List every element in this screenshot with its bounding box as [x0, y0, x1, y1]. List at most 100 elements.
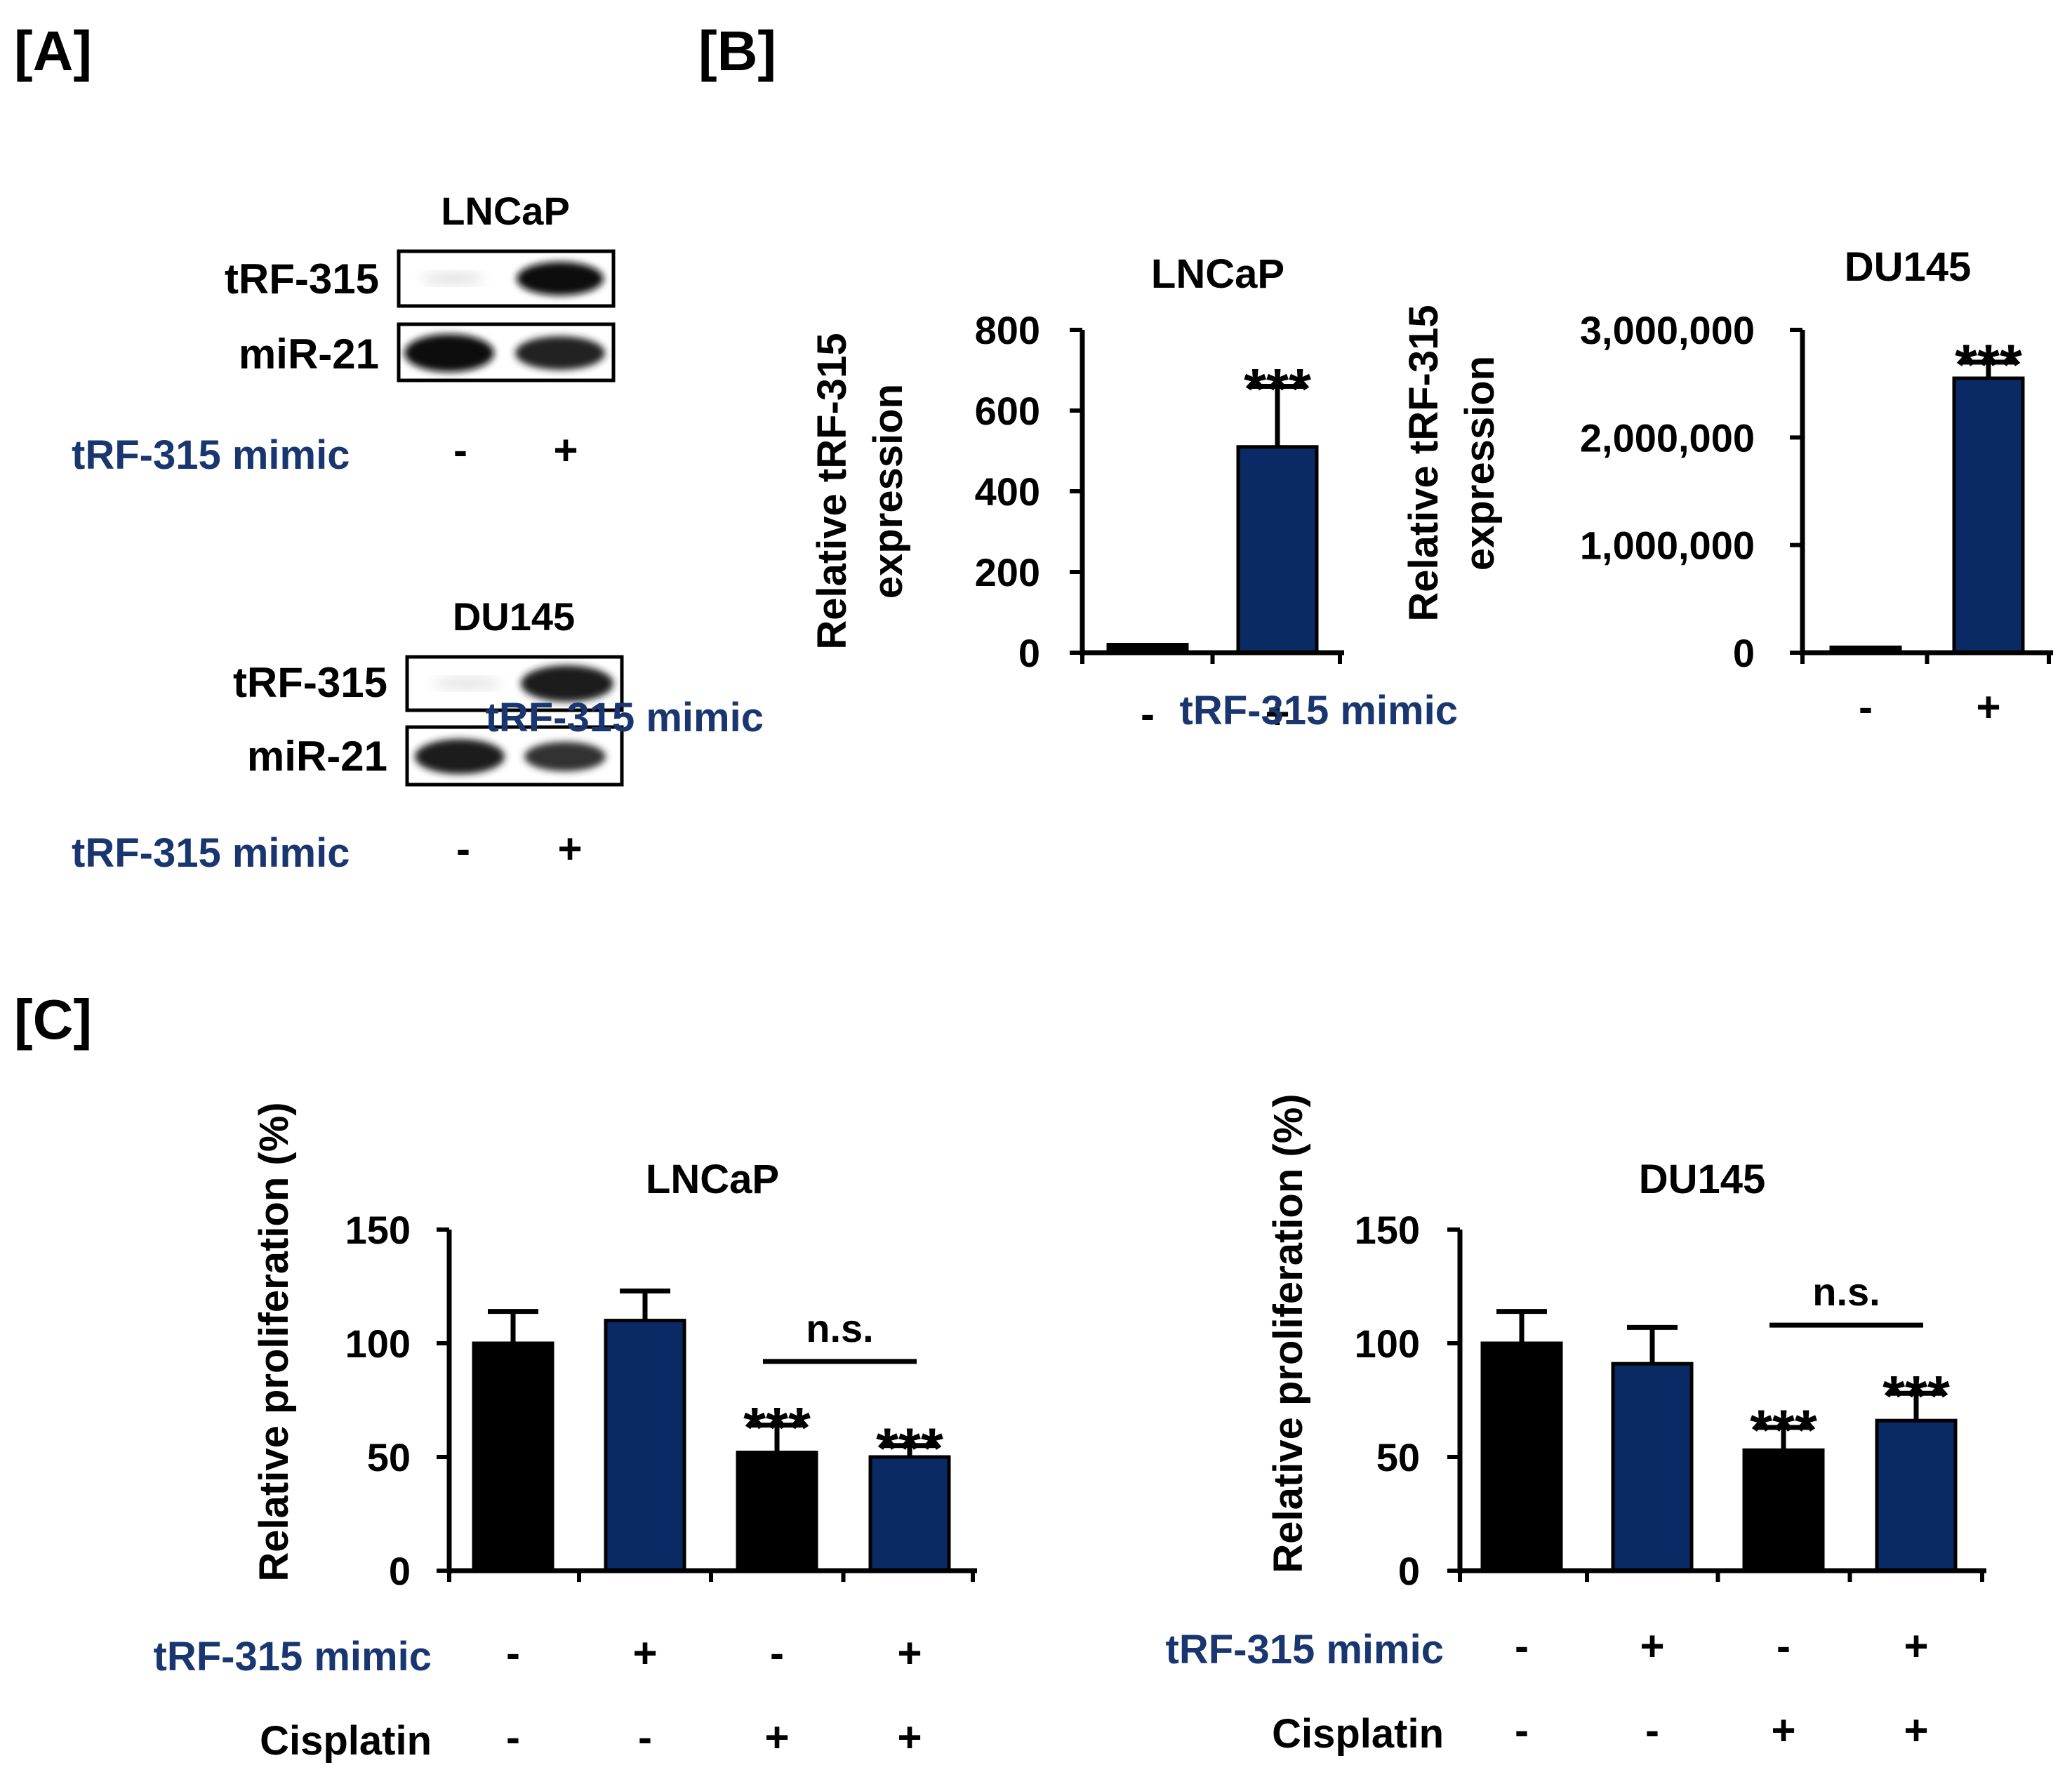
blot-du145-band-mir-minus: [415, 739, 505, 774]
c-lncap-ytick-label-3: 150: [345, 1208, 411, 1252]
blot-lncap-row1-label: tRF-315: [225, 255, 379, 302]
c-du145-ylabel-0: Relative proliferation (%): [1266, 1093, 1311, 1573]
c-du145-ytick-label-0: 0: [1398, 1549, 1420, 1593]
c-du145-bar-2: [1742, 1448, 1825, 1573]
c-lncap-bar-3: [868, 1455, 951, 1573]
b-du145-row-0-sign-1: +: [1976, 684, 2000, 731]
c-lncap-bracket-label: n.s.: [806, 1306, 873, 1350]
c-lncap-row-label-0: tRF-315 mimic: [154, 1634, 432, 1679]
c-lncap-row-1-sign-2: +: [764, 1714, 789, 1761]
c-du145-row-label-1: Cisplatin: [1272, 1711, 1444, 1757]
c-du145-row-0-sign-0: -: [1515, 1623, 1529, 1670]
c-lncap-title: LNCaP: [646, 1157, 779, 1202]
chart-b-lncap: LNCaP Relative tRF-315 expression *** 0 200 40…: [486, 251, 1344, 740]
blot-lncap-title: LNCaP: [441, 189, 570, 233]
c-du145-row-label-0: tRF-315 mimic: [1166, 1627, 1444, 1672]
b-lncap-ytick-label-3: 600: [975, 389, 1040, 433]
b-lncap-row-label-0: tRF-315 mimic: [486, 695, 764, 740]
blot-lncap-sign-minus: -: [453, 427, 467, 474]
c-lncap-row-label-1: Cisplatin: [260, 1718, 432, 1764]
c-du145-ytick-label-1: 50: [1376, 1435, 1420, 1479]
c-du145-title: DU145: [1639, 1157, 1766, 1202]
c-lncap-row-1-sign-3: +: [897, 1714, 922, 1761]
blot-lncap-treatment-label: tRF-315 mimic: [72, 432, 350, 478]
b-du145-ytick-label-2: 2,000,000: [1580, 415, 1755, 460]
c-du145-row-0-sign-2: -: [1777, 1623, 1791, 1670]
blot-lncap-band-faint: [421, 274, 484, 283]
c-du145-bar-1: [1611, 1362, 1694, 1573]
b-du145-row-label-0: tRF-315 mimic: [1180, 688, 1458, 733]
b-du145-sig-1: ***: [1955, 333, 2022, 397]
blot-lncap-band-mir-plus: [515, 336, 605, 370]
c-du145-row-0-sign-3: +: [1904, 1623, 1928, 1670]
panel-label-c: [C]: [14, 988, 92, 1051]
b-du145-ylabel-0: Relative tRF-315: [1401, 305, 1447, 621]
c-du145-row-1-sign-2: +: [1771, 1707, 1795, 1754]
c-lncap-row-0-sign-3: +: [897, 1630, 922, 1677]
blot-du145-treatment-label: tRF-315 mimic: [72, 830, 350, 876]
b-du145-bar-1: [1952, 376, 2025, 655]
panel-label-a: [A]: [14, 20, 92, 82]
c-lncap-ytick-label-2: 100: [345, 1322, 411, 1366]
b-lncap-sig-1: ***: [1244, 358, 1311, 422]
c-lncap-row-0-sign-1: +: [632, 1630, 657, 1677]
blot-du145-band-faint: [432, 679, 502, 688]
c-du145-row-1-sign-1: -: [1645, 1707, 1659, 1754]
blot-du145: DU145 tRF-315 miR-21 tRF-315 mimic - +: [72, 594, 624, 876]
blot-lncap-sign-plus: +: [553, 427, 578, 474]
c-lncap-bar-2: [736, 1451, 818, 1573]
c-du145-bar-3: [1875, 1418, 1958, 1573]
c-lncap-sig-3: ***: [876, 1417, 943, 1481]
c-lncap-ytick-label-0: 0: [389, 1549, 411, 1593]
b-du145-ytick-label-1: 1,000,000: [1580, 524, 1755, 568]
blot-du145-sign-plus: +: [557, 825, 582, 872]
b-lncap-row-0-sign-0: -: [1141, 691, 1155, 738]
c-lncap-row-1-sign-1: -: [638, 1714, 652, 1761]
blot-du145-band-trf: [521, 665, 613, 702]
chart-b-du145: DU145 Relative tRF-315 expression *** 0 1,000…: [1180, 244, 2053, 733]
chart-c-lncap: LNCaP Relative proliferation (%) *** *** 0 50…: [154, 1102, 977, 1764]
b-lncap-ytick-label-1: 200: [975, 550, 1040, 594]
c-du145-row-1-sign-0: -: [1515, 1707, 1529, 1754]
blot-lncap-band-trf: [517, 262, 604, 295]
c-lncap-row-0-sign-2: -: [770, 1630, 784, 1677]
c-du145-ytick-label-3: 150: [1355, 1208, 1420, 1252]
b-lncap-row-0-sign-1: +: [1265, 691, 1289, 738]
b-du145-row-0-sign-0: -: [1859, 684, 1873, 731]
b-du145-title: DU145: [1845, 244, 1972, 290]
c-lncap-bar-1: [604, 1319, 686, 1573]
c-du145-bracket-label: n.s.: [1812, 1270, 1880, 1314]
c-du145-bar-0: [1480, 1341, 1563, 1573]
c-du145-row-1-sign-3: +: [1904, 1707, 1928, 1754]
c-lncap-sig-2: ***: [743, 1397, 811, 1460]
blot-du145-row1-label: tRF-315: [233, 659, 387, 706]
c-lncap-row-0-sign-0: -: [506, 1630, 520, 1677]
chart-c-du145: DU145 Relative proliferation (%) *** *** 0 50…: [1166, 1093, 1986, 1757]
blot-du145-row2-label: miR-21: [247, 733, 387, 780]
c-du145-ytick-label-2: 100: [1355, 1322, 1420, 1366]
blot-du145-band-mir-plus: [524, 742, 606, 771]
c-lncap-row-1-sign-0: -: [506, 1714, 520, 1761]
c-lncap-bar-0: [472, 1341, 554, 1573]
b-lncap-ytick-label-2: 400: [975, 470, 1040, 514]
blot-lncap-row2-label: miR-21: [239, 331, 379, 378]
panel-label-b: [B]: [698, 20, 776, 82]
blot-du145-title: DU145: [453, 594, 575, 639]
blot-lncap-band-mir-minus: [404, 334, 494, 372]
c-du145-row-0-sign-1: +: [1640, 1623, 1664, 1670]
b-lncap-title: LNCaP: [1151, 251, 1284, 297]
b-lncap-ylabel-0: Relative tRF-315: [809, 333, 855, 649]
c-lncap-ytick-label-1: 50: [367, 1435, 411, 1479]
b-du145-ylabel-1: expression: [1457, 356, 1503, 571]
b-lncap-bar-1: [1236, 445, 1319, 655]
b-lncap-ylabel-1: expression: [865, 384, 911, 599]
blot-lncap: LNCaP tRF-315 miR-21 tRF-315 mimic - +: [72, 189, 616, 478]
b-du145-ytick-label-3: 3,000,000: [1580, 308, 1755, 352]
c-du145-sig-3: ***: [1882, 1364, 1950, 1428]
blot-du145-sign-minus: -: [456, 825, 470, 872]
c-lncap-ylabel-0: Relative proliferation (%): [251, 1102, 297, 1581]
b-lncap-ytick-label-0: 0: [1018, 631, 1040, 675]
b-du145-ytick-label-0: 0: [1733, 631, 1755, 675]
c-du145-sig-2: ***: [1750, 1399, 1817, 1463]
